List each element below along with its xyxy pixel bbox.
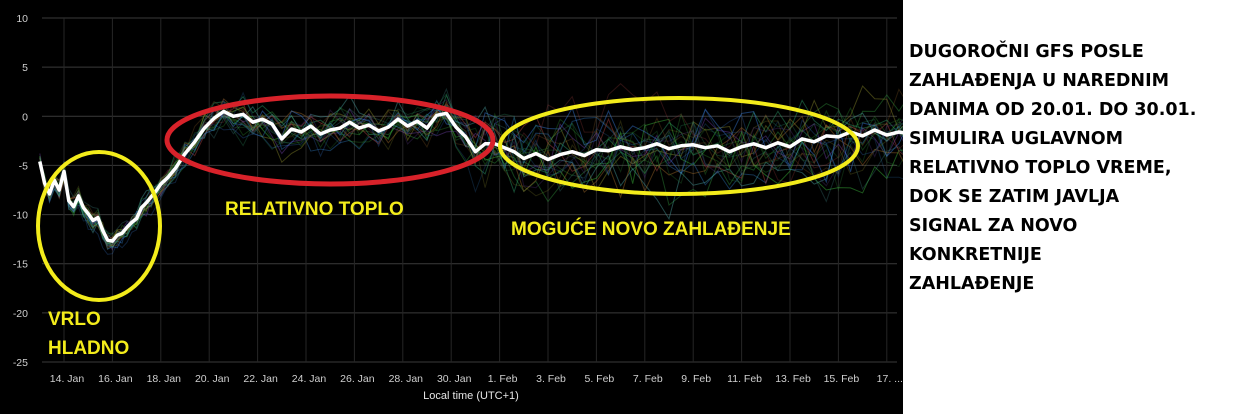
x-tick-label: 11. Feb xyxy=(727,373,762,385)
x-tick-label: 13. Feb xyxy=(775,373,811,385)
grid xyxy=(42,17,897,363)
x-tick-label: 18. Jan xyxy=(147,373,182,385)
annotation-moguce-zahladjenje: MOGUĆE NOVO ZAHLAĐENJE xyxy=(511,218,791,240)
ensemble-member-line xyxy=(39,99,903,248)
x-tick-label: 3. Feb xyxy=(536,373,566,385)
y-tick-label: -15 xyxy=(13,259,28,271)
x-tick-label: 5. Feb xyxy=(585,373,615,385)
x-tick-label: 22. Jan xyxy=(243,373,278,385)
ensemble-member-line xyxy=(39,87,903,239)
ensemble-chart: 10 5 0 -5 -10 -15 -20 -25 14. Jan 16. Jan 18. Jan… xyxy=(13,13,903,402)
x-axis-ticks: 14. Jan 16. Jan 18. Jan 20. Jan 22. Jan 24. J… xyxy=(50,373,903,385)
side-text-line: DOK SE ZATIM JAVLJA xyxy=(909,187,1120,207)
annotation-vrlo: VRLO xyxy=(48,309,101,330)
ensemble-member-line xyxy=(39,85,903,245)
ensemble-member-line xyxy=(39,109,903,249)
x-tick-label: 16. Jan xyxy=(98,373,133,385)
ensemble-member-line xyxy=(39,92,903,246)
side-text-line: ZAHLAĐENJE xyxy=(909,274,1035,294)
series-layer xyxy=(38,109,903,243)
x-tick-label: 28. Jan xyxy=(389,373,424,385)
y-tick-label: -5 xyxy=(19,160,28,172)
y-tick-label: 10 xyxy=(16,13,28,25)
ensemble-member-line xyxy=(39,83,903,248)
side-text-line: RELATIVNO TOPLO VREME, xyxy=(909,158,1172,178)
side-text-line: SIGNAL ZA NOVO xyxy=(909,216,1078,236)
y-tick-label: 5 xyxy=(22,62,28,74)
ensemble-member-line xyxy=(39,108,903,255)
side-text-line: ZAHLAĐENJA U NAREDNIM xyxy=(909,71,1170,91)
x-tick-label: 9. Feb xyxy=(681,373,711,385)
x-tick-label: 26. Jan xyxy=(340,373,375,385)
warm-period-ellipse xyxy=(164,93,496,187)
ensemble-member-line xyxy=(39,88,903,249)
x-tick-label: 30. Jan xyxy=(437,373,472,385)
ensemble-member-line xyxy=(39,98,903,247)
mean-series-line xyxy=(38,109,903,243)
x-tick-label: 14. Jan xyxy=(50,373,85,385)
x-tick-label: 7. Feb xyxy=(633,373,663,385)
new-cooling-ellipse xyxy=(498,96,860,196)
y-tick-label: 0 xyxy=(22,111,28,123)
y-tick-label: -10 xyxy=(13,210,28,222)
x-tick-label: 24. Jan xyxy=(292,373,327,385)
x-tick-label: 17. ... xyxy=(877,373,903,385)
y-tick-label: -20 xyxy=(13,308,28,320)
annotation-relativno-toplo: RELATIVNO TOPLO xyxy=(225,199,404,220)
x-tick-label: 20. Jan xyxy=(195,373,230,385)
y-tick-label: -25 xyxy=(13,357,28,369)
x-tick-label: 1. Feb xyxy=(488,373,518,385)
annotation-hladno: HLADNO xyxy=(48,338,129,359)
ensemble-member-line xyxy=(39,109,903,250)
y-axis-ticks: 10 5 0 -5 -10 -15 -20 -25 xyxy=(13,13,28,369)
ensemble-member-line xyxy=(39,91,903,243)
side-text-line: DANIMA OD 20.01. DO 30.01. xyxy=(909,100,1197,120)
side-text-line: SIMULIRA UGLAVNOM xyxy=(909,129,1124,149)
x-axis-label: Local time (UTC+1) xyxy=(423,390,519,402)
side-text-line: KONKRETNIJE xyxy=(909,245,1042,265)
side-commentary: DUGOROČNI GFS POSLE ZAHLAĐENJA U NAREDNI… xyxy=(909,38,1241,299)
x-tick-label: 15. Feb xyxy=(824,373,860,385)
chart-panel: 10 5 0 -5 -10 -15 -20 -25 14. Jan 16. Jan 18. Jan… xyxy=(0,0,903,414)
side-text-line: DUGOROČNI GFS POSLE xyxy=(909,42,1144,62)
cold-period-ellipse xyxy=(36,150,162,302)
